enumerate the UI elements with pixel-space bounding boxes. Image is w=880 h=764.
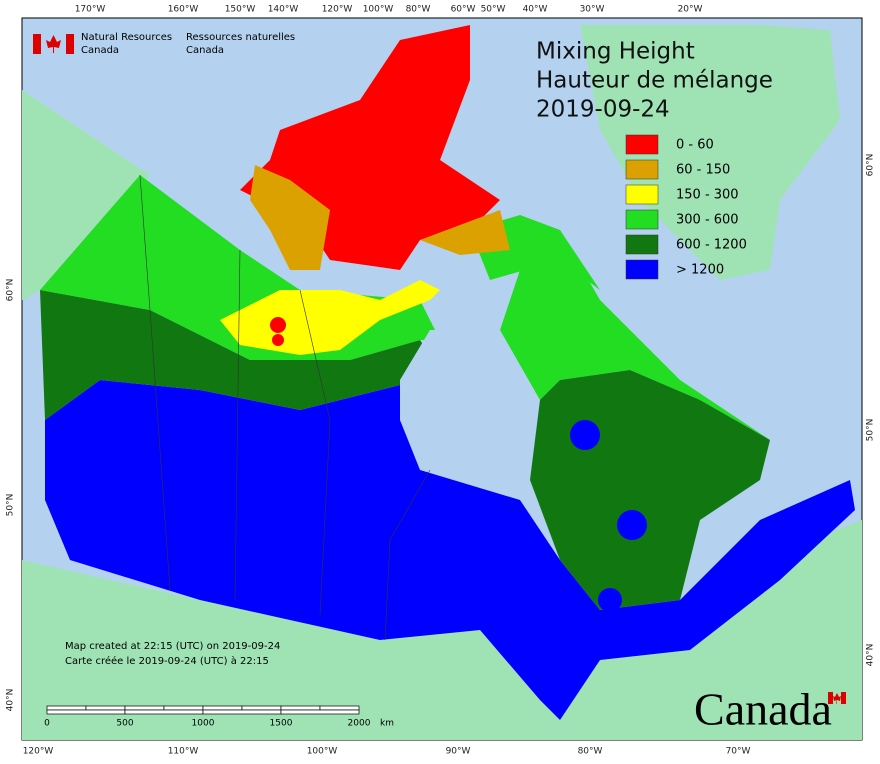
scale-segment (124, 705, 165, 711)
latitude-label: 60°N (866, 154, 876, 177)
scale-segment (241, 705, 282, 711)
legend-swatch (625, 259, 659, 280)
title: Hauteur de mélange (536, 68, 773, 94)
latitude-label: 40°N (6, 689, 16, 712)
longitude-label: 20°W (678, 5, 703, 15)
greenland (580, 25, 840, 280)
province-border (234, 249, 241, 601)
longitude-label: 120°W (322, 5, 353, 15)
region (45, 380, 855, 720)
latitude-label: 60°N (6, 279, 16, 302)
longitude-label: 90°W (446, 747, 471, 757)
alaska (22, 90, 150, 300)
scale-segment (202, 705, 243, 711)
region (250, 165, 330, 270)
legend-label: > 1200 (676, 263, 724, 278)
agency-flag (33, 34, 74, 54)
scale-segment (280, 705, 321, 711)
province-border (299, 289, 331, 616)
scale-unit: km (380, 719, 394, 729)
legend-label: 300 - 600 (676, 213, 739, 228)
flag-bar (33, 34, 41, 54)
flag-bar (66, 34, 74, 54)
note: Carte créée le 2019-09-24 (UTC) à 22:15 (65, 655, 269, 667)
usa (22, 520, 862, 740)
scale-label: 1000 (192, 719, 215, 729)
legend-label: 600 - 1200 (676, 238, 747, 253)
borders (139, 174, 431, 641)
legend-swatch (625, 234, 659, 255)
region (598, 588, 622, 612)
flag-bar (841, 692, 846, 704)
header-text: Canada (81, 45, 119, 56)
legend-label: 60 - 150 (676, 163, 730, 178)
longitude-label: 100°W (363, 5, 394, 15)
scale-segment (163, 705, 204, 711)
legend-swatch (625, 209, 659, 230)
scale-segment (46, 705, 87, 711)
title: Mixing Height (536, 39, 695, 65)
longitude-label: 50°W (481, 5, 506, 15)
legend-label: 150 - 300 (676, 188, 739, 203)
longitude-label: 140°W (268, 5, 299, 15)
scale-bar: 0 500 1000 1500 2000 km (44, 705, 394, 729)
longitude-label: 30°W (580, 5, 605, 15)
province-border (139, 174, 171, 591)
region (420, 210, 510, 255)
scale-segment (319, 705, 360, 711)
longitude-label: 60°W (451, 5, 476, 15)
title-date: 2019-09-24 (536, 97, 670, 123)
flag-bar (828, 692, 833, 704)
scale-label: 0 (44, 719, 50, 729)
note: Map created at 22:15 (UTC) on 2019-09-24 (65, 641, 280, 652)
longitude-label: 70°W (726, 747, 751, 757)
header-text: Ressources naturelles (186, 32, 295, 43)
region (272, 334, 284, 346)
latitude-label: 50°N (6, 494, 16, 517)
header-text: Natural Resources (81, 32, 172, 43)
scale-label: 500 (116, 719, 133, 729)
legend: 0 - 60 60 - 150 150 - 300 300 - 600 600 - 12… (625, 134, 747, 280)
legend-swatch (625, 159, 659, 180)
maple-leaf (833, 693, 841, 704)
scale-segment (124, 709, 204, 715)
legend-swatch (625, 184, 659, 205)
longitude-label: 80°W (578, 747, 603, 757)
longitude-label: 80°W (406, 5, 431, 15)
graticule-labels: 170°W 160°W 150°W 140°W 120°W 100°W 80°W 60°W 50… (6, 5, 876, 757)
maple-leaf (46, 35, 61, 53)
region (617, 510, 647, 540)
longitude-label: 150°W (225, 5, 256, 15)
header-text: Canada (186, 45, 224, 56)
wordmark-flag (828, 692, 846, 704)
longitude-label: 40°W (523, 5, 548, 15)
latitude-label: 40°N (866, 644, 876, 667)
other-land (22, 25, 862, 740)
region (570, 420, 600, 450)
hudson-bay (400, 330, 540, 480)
scale-label: 2000 (348, 719, 371, 729)
scale-segment (202, 709, 282, 715)
region (500, 230, 770, 440)
longitude-label: 160°W (168, 5, 199, 15)
scale-segment (85, 705, 126, 711)
latitude-label: 50°N (866, 419, 876, 442)
longitude-label: 120°W (23, 747, 54, 757)
scale-segment (46, 709, 126, 715)
longitude-label: 170°W (75, 5, 106, 15)
wordmark: Canada (694, 684, 832, 735)
longitude-label: 100°W (307, 747, 338, 757)
legend-label: 0 - 60 (676, 138, 714, 153)
scale-label: 1500 (270, 719, 293, 729)
legend-swatch (625, 134, 659, 155)
province-border (384, 469, 431, 641)
region (270, 317, 286, 333)
scale-segment (280, 709, 360, 715)
longitude-label: 110°W (168, 747, 199, 757)
